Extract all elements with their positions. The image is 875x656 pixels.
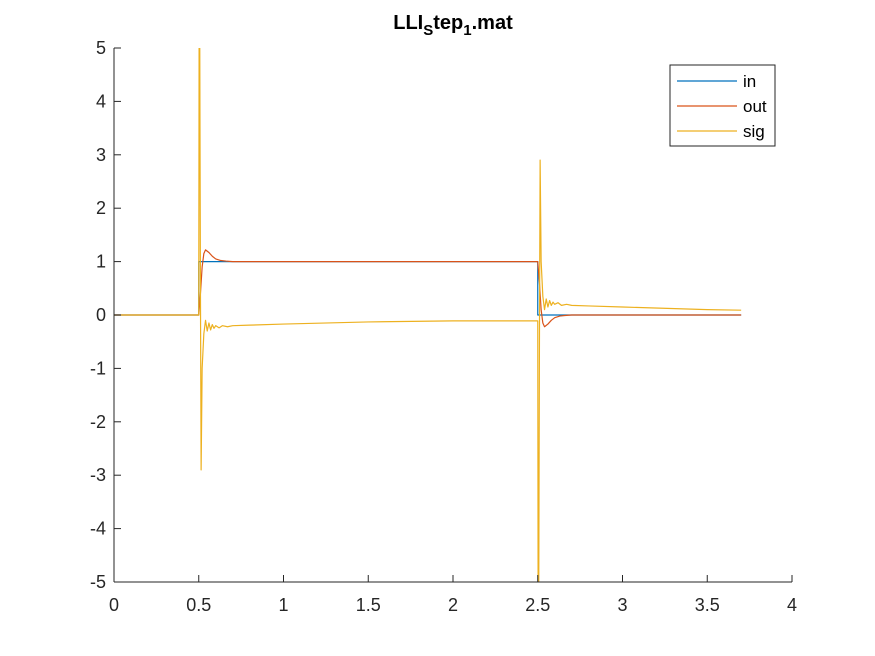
y-tick-label: -5 — [90, 572, 106, 592]
y-tick-label: 4 — [96, 91, 106, 111]
x-tick-label: 3 — [617, 595, 627, 615]
y-tick-label: -3 — [90, 465, 106, 485]
series-layer — [114, 48, 742, 582]
legend: in out sig — [669, 64, 776, 147]
x-tick-label: 1.5 — [356, 595, 381, 615]
y-tick-label: 1 — [96, 252, 106, 272]
legend-label-sig: sig — [743, 122, 765, 141]
legend-label-in: in — [743, 72, 756, 91]
x-tick-label: 0 — [109, 595, 119, 615]
y-tick-label: 5 — [96, 38, 106, 58]
chart-title-part: LLI — [393, 12, 423, 34]
chart-title-part: 1 — [463, 22, 471, 39]
y-tick-label: 0 — [96, 305, 106, 325]
y-tick-label: -2 — [90, 412, 106, 432]
y-tick-label: -1 — [90, 358, 106, 378]
x-tick-label: 1 — [278, 595, 288, 615]
chart-title: LLIStep1.mat — [393, 12, 513, 39]
series-line-out — [114, 249, 742, 328]
axes: 0 0.5 1 1.5 2 2.5 3 3.5 4 -5 -4 -3 -2 -1 0 1 2 3 4 5 — [90, 38, 797, 615]
x-tick-label: 4 — [787, 595, 797, 615]
x-tick-label: 3.5 — [695, 595, 720, 615]
series-line-in — [114, 261, 742, 316]
y-tick-label: 2 — [96, 198, 106, 218]
x-tick-label: 2 — [448, 595, 458, 615]
chart-title-part: tep — [433, 12, 463, 34]
y-tick-label: 3 — [96, 145, 106, 165]
chart-title-part: .mat — [472, 12, 513, 34]
y-tick-label: -4 — [90, 519, 106, 539]
legend-label-out: out — [743, 97, 767, 116]
x-tick-label: 0.5 — [186, 595, 211, 615]
chart-title-part: S — [423, 22, 433, 39]
x-tick-label: 2.5 — [525, 595, 550, 615]
series-line-sig — [114, 48, 742, 582]
